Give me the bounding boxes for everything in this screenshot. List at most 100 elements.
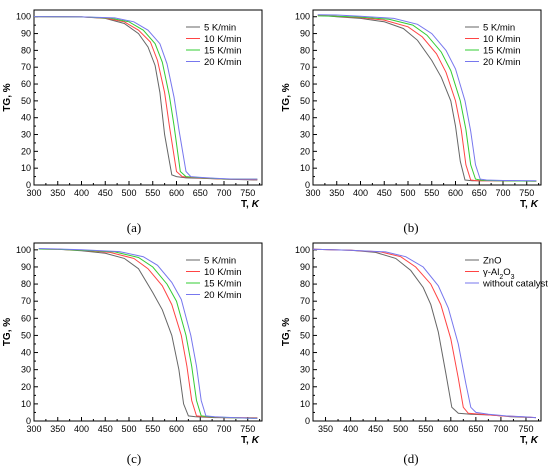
y-tick-label: 50: [300, 330, 310, 340]
y-tick-label: 10: [21, 399, 31, 409]
y-axis-label: TG, %: [281, 318, 292, 346]
x-tick-label: 300: [26, 188, 41, 198]
x-tick-label: 550: [424, 188, 439, 198]
legend-entry: 5 K/min: [204, 256, 236, 267]
panel-caption: (a): [127, 220, 141, 235]
y-tick-label: 60: [21, 79, 31, 89]
legend-entry: 20 K/min: [204, 57, 242, 68]
legend-entry: 10 K/min: [204, 267, 242, 278]
x-axis-unit: K: [531, 435, 539, 446]
chart-panel-1: 300 350 400 450 500 550 600 650 700 750 0 10 20 30 40 5…: [2, 9, 263, 235]
y-tick-label: 40: [21, 113, 31, 123]
y-tick-label: 70: [300, 296, 310, 306]
chart-panel-2: 300 350 400 450 500 550 600 650 700 750 0 10 20 30 40 5…: [281, 9, 542, 235]
y-tick-label: 10: [300, 399, 310, 409]
y-axis-label: TG, %: [2, 318, 13, 346]
y-tick-label: 90: [21, 29, 31, 39]
y-tick-label: 70: [21, 296, 31, 306]
y-tick-label: 20: [21, 382, 31, 392]
y-tick-label: 90: [21, 262, 31, 272]
legend-entry: 10 K/min: [483, 34, 521, 45]
series-line-4: [33, 16, 258, 180]
series-line-3: [317, 15, 537, 182]
x-tick-label: 450: [98, 424, 113, 434]
y-axis-label: TG, %: [2, 83, 13, 111]
series-line-4: [38, 248, 258, 419]
x-tick-label: 500: [121, 188, 136, 198]
x-tick-label: 500: [400, 188, 415, 198]
x-tick-label: 350: [329, 188, 344, 198]
series-line-4: [317, 14, 537, 182]
x-tick-label: 350: [318, 424, 333, 434]
legend-entry-part: O: [503, 267, 510, 278]
legend-entry: 20 K/min: [204, 290, 242, 301]
x-tick-label: 500: [393, 424, 408, 434]
y-tick-label: 80: [21, 45, 31, 55]
legend-entry: 15 K/min: [483, 46, 521, 57]
y-tick-label: 30: [21, 365, 31, 375]
y-tick-label: 80: [21, 279, 31, 289]
x-tick-label: 350: [50, 188, 65, 198]
y-tick-label: 0: [26, 180, 31, 190]
legend-entry: 5 K/min: [204, 23, 236, 34]
y-tick-label: 100: [295, 245, 310, 255]
plot-frame: [312, 9, 542, 186]
y-tick-label: 100: [16, 12, 31, 22]
y-tick-label: 20: [21, 146, 31, 156]
y-tick-label: 50: [300, 96, 310, 106]
y-tick-label: 50: [21, 330, 31, 340]
x-axis-unit: K: [531, 199, 539, 210]
legend-entry: 20 K/min: [483, 57, 521, 68]
x-tick-label: 400: [74, 424, 89, 434]
x-tick-label: 700: [493, 424, 508, 434]
x-tick-label: 650: [193, 188, 208, 198]
y-tick-label: 40: [21, 348, 31, 358]
y-tick-label: 90: [300, 29, 310, 39]
x-tick-label: 600: [169, 188, 184, 198]
y-tick-label: 80: [300, 279, 310, 289]
x-axis-label-name: T,: [520, 199, 528, 210]
x-tick-label: 600: [169, 424, 184, 434]
x-tick-label: 400: [74, 188, 89, 198]
legend-entry-part: 2: [499, 274, 503, 281]
x-tick-label: 400: [353, 188, 368, 198]
x-tick-label: 750: [518, 424, 533, 434]
legend-entry-part: 3: [511, 274, 515, 281]
y-tick-label: 60: [21, 313, 31, 323]
y-tick-label: 30: [300, 365, 310, 375]
x-tick-label: 650: [193, 424, 208, 434]
x-tick-label: 750: [240, 188, 255, 198]
y-tick-label: 100: [16, 245, 31, 255]
panel-caption: (c): [127, 451, 141, 466]
plot-frame: [33, 9, 263, 186]
plot-frame: [312, 242, 542, 422]
chart-panel-3: 300 350 400 450 500 550 600 650 700 750 0 10 20 30 40 5…: [2, 242, 263, 466]
y-tick-label: 0: [305, 416, 310, 426]
x-tick-label: 750: [240, 424, 255, 434]
y-axis-label: TG, %: [281, 83, 292, 111]
x-tick-label: 300: [305, 188, 320, 198]
x-tick-label: 300: [26, 424, 41, 434]
x-tick-label: 700: [216, 188, 231, 198]
plot-frame: [33, 242, 263, 422]
x-tick-label: 550: [418, 424, 433, 434]
chart-panel-4: 350 400 450 500 550 600 650 700 750 0 10 20 30 40 50 60…: [281, 242, 548, 466]
x-tick-label: 700: [495, 188, 510, 198]
y-tick-label: 40: [300, 113, 310, 123]
legend-entry-part: γ-Al: [483, 267, 499, 278]
y-tick-label: 10: [21, 163, 31, 173]
y-tick-label: 30: [300, 130, 310, 140]
x-tick-label: 700: [216, 424, 231, 434]
y-tick-label: 60: [300, 313, 310, 323]
legend-entry: 10 K/min: [204, 34, 242, 45]
x-tick-label: 600: [443, 424, 458, 434]
series-line-2: [312, 248, 537, 419]
x-tick-label: 650: [468, 424, 483, 434]
y-tick-label: 0: [26, 416, 31, 426]
x-axis-label: T, K: [520, 199, 539, 210]
legend-entry: 15 K/min: [204, 279, 242, 290]
series-line-3: [312, 248, 537, 419]
x-axis-unit: K: [252, 199, 260, 210]
